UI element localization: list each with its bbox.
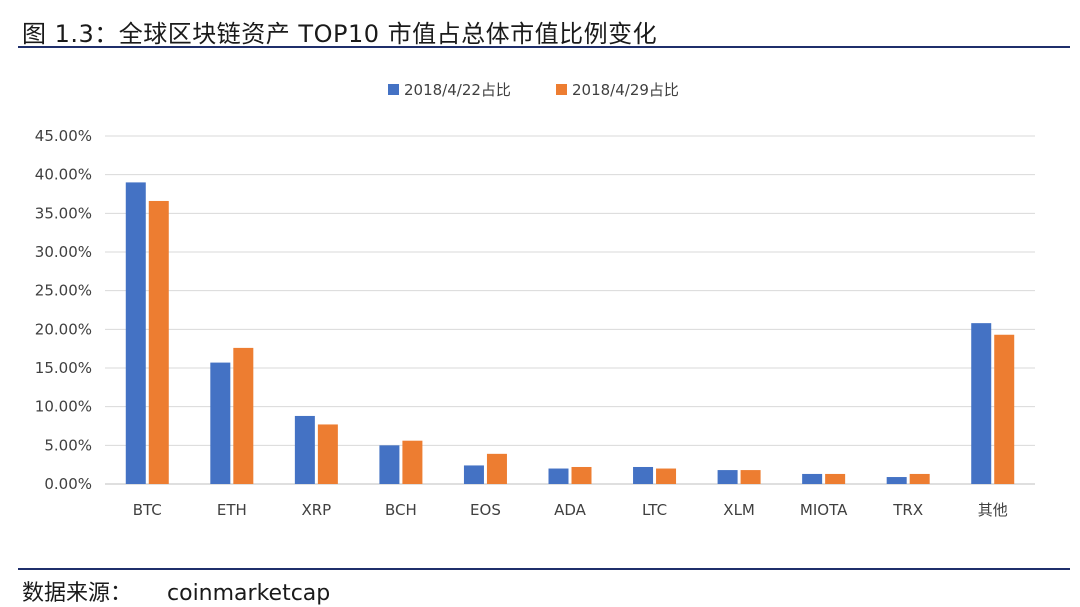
bar-ADA-2 xyxy=(571,466,592,484)
bar-BTC-1 xyxy=(125,182,146,484)
x-category-label: BTC xyxy=(133,501,162,519)
bar-EOS-2 xyxy=(486,453,507,484)
bar-XRP-1 xyxy=(294,415,315,484)
bar-其他-1 xyxy=(971,323,992,484)
bar-MIOTA-2 xyxy=(825,473,846,484)
bars xyxy=(125,182,1015,484)
grid-lines xyxy=(105,135,1035,485)
bar-ADA-1 xyxy=(548,468,569,484)
source-label: 数据来源： xyxy=(22,581,133,606)
bar-BCH-2 xyxy=(402,440,423,484)
x-category-label: TRX xyxy=(892,501,923,519)
legend: 2018/4/22占比 2018/4/29占比 xyxy=(388,81,679,99)
x-category-label: LTC xyxy=(642,501,667,519)
bar-XLM-2 xyxy=(740,470,761,484)
x-category-label: XLM xyxy=(723,501,755,519)
bar-BCH-1 xyxy=(379,445,400,484)
bar-TRX-2 xyxy=(909,473,930,484)
y-tick-label: 25.00% xyxy=(35,282,92,300)
x-category-label: 其他 xyxy=(978,501,1008,519)
bar-MIOTA-1 xyxy=(802,473,823,484)
y-tick-label: 45.00% xyxy=(35,127,92,145)
y-tick-label: 20.00% xyxy=(35,320,92,338)
legend-label: 2018/4/22占比 xyxy=(404,81,511,99)
y-tick-label: 10.00% xyxy=(35,398,92,416)
legend-swatch xyxy=(556,84,567,95)
legend-swatch xyxy=(388,84,399,95)
x-axis-categories: BTC ETH XRP BCH EOS ADA LTC XLM MIOTA TRX 其他 xyxy=(133,501,1008,519)
x-category-label: ADA xyxy=(554,501,587,519)
y-tick-label: 30.00% xyxy=(35,243,92,261)
bar-XRP-2 xyxy=(317,424,338,484)
bar-BTC-2 xyxy=(148,200,169,484)
source-divider xyxy=(18,568,1070,570)
y-tick-label: 0.00% xyxy=(44,475,92,493)
x-category-label: BCH xyxy=(385,501,417,519)
bar-ETH-1 xyxy=(210,362,231,484)
x-category-label: ETH xyxy=(217,501,247,519)
bar-ETH-2 xyxy=(233,347,254,484)
bar-EOS-1 xyxy=(463,465,484,484)
bar-TRX-1 xyxy=(886,477,907,484)
y-tick-label: 15.00% xyxy=(35,359,92,377)
y-tick-label: 5.00% xyxy=(44,436,92,454)
bar-其他-2 xyxy=(994,334,1015,484)
title-divider xyxy=(18,46,1070,48)
x-category-label: EOS xyxy=(470,501,501,519)
legend-label: 2018/4/29占比 xyxy=(572,81,679,99)
bar-XLM-1 xyxy=(717,470,738,484)
y-axis-ticks: 0.00% 5.00% 10.00% 15.00% 20.00% 25.00% 30.00%… xyxy=(35,127,92,493)
figure-title: 图 1.3：全球区块链资产 TOP10 市值占总体市值比例变化 xyxy=(22,20,658,48)
source-value: coinmarketcap xyxy=(167,581,331,606)
x-category-label: MIOTA xyxy=(800,501,848,519)
bar-LTC-1 xyxy=(633,466,654,484)
x-category-label: XRP xyxy=(301,501,331,519)
y-tick-label: 35.00% xyxy=(35,204,92,222)
bar-LTC-2 xyxy=(656,468,677,484)
y-tick-label: 40.00% xyxy=(35,166,92,184)
source-line: 数据来源： coinmarketcap xyxy=(22,575,330,607)
